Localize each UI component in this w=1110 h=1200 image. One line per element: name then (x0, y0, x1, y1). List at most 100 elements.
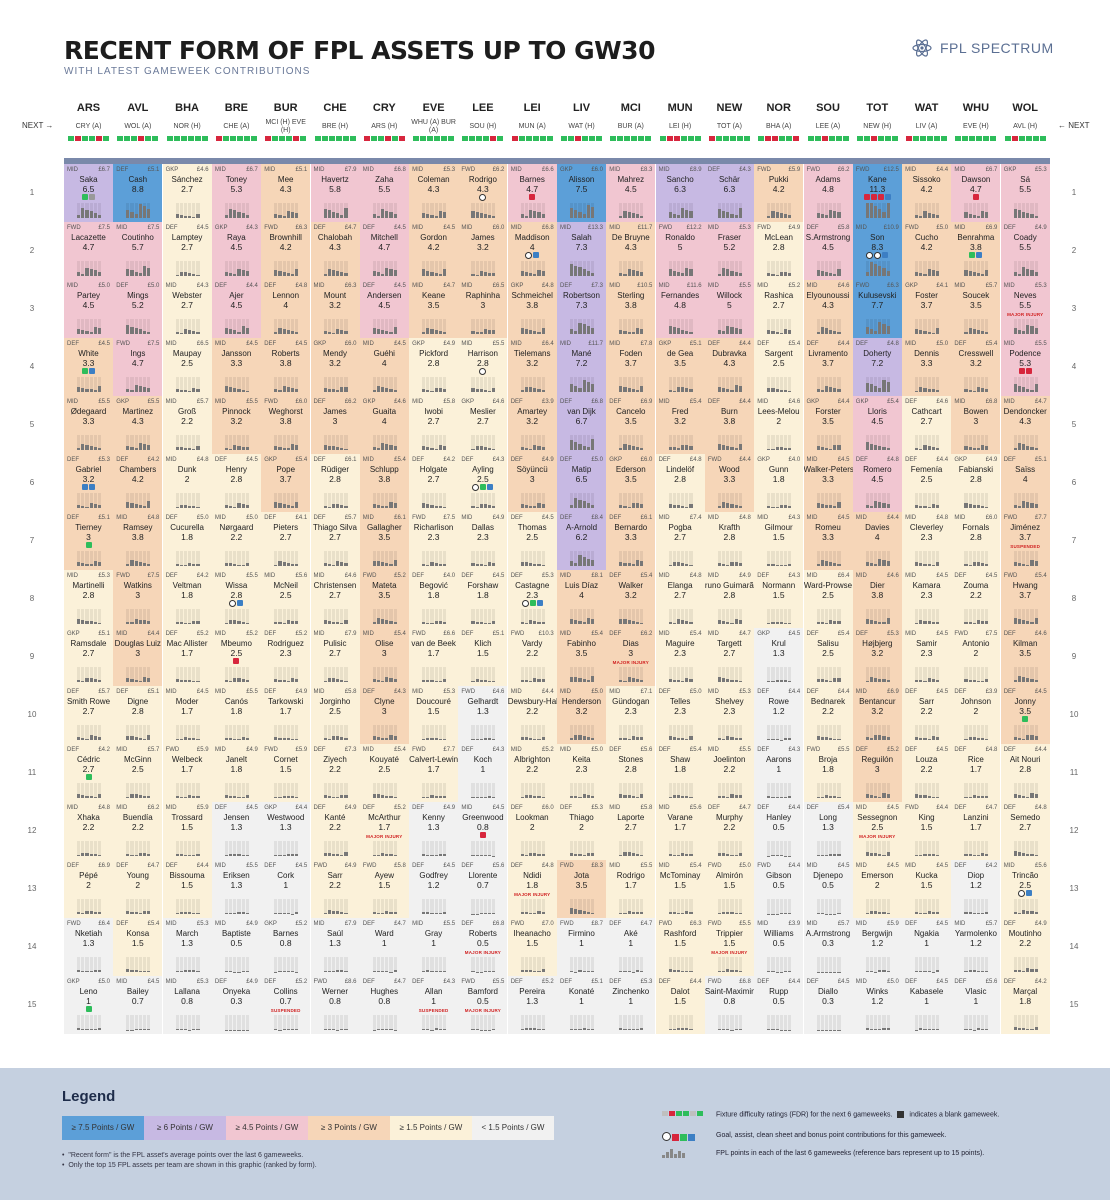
player-price: £12.2 (686, 225, 702, 231)
reference-bar (1026, 493, 1030, 508)
player-price: £4.5 (936, 573, 949, 579)
player-position: DEF (905, 399, 918, 405)
reference-bar (290, 261, 295, 276)
gw-points-bar (981, 444, 985, 450)
gw-points-bar (586, 795, 590, 798)
gw-points-bar (274, 502, 278, 508)
player-cell: MID £5.4 McTominay 1.5 (655, 860, 705, 918)
reference-bar (438, 551, 442, 566)
reference-bar (274, 493, 278, 508)
reference-bar (919, 667, 923, 682)
gw-points-bar (586, 617, 590, 624)
gw-points-bar (927, 854, 931, 856)
reference-bar (689, 493, 693, 508)
player-form: 1 (776, 764, 782, 774)
player-form: 2.7 (82, 648, 95, 658)
player-position: DEF (806, 341, 819, 347)
reference-bar (471, 377, 475, 392)
player-position: MID (658, 863, 670, 869)
player-name: Fernandes (660, 291, 700, 300)
reference-bar (676, 667, 681, 682)
gw-points-bar (529, 563, 533, 566)
reference-bar (627, 899, 631, 914)
gw-points-bar (915, 679, 919, 682)
gw-points-bar (381, 680, 385, 682)
last-6-gw-bars (915, 609, 940, 624)
reference-bar (475, 493, 479, 508)
player-cell: DEF £4.5 Sarr 2.2 (902, 686, 952, 744)
gw-points-bar (837, 854, 841, 856)
gw-points-bar (824, 328, 829, 334)
gw-points-bar (672, 213, 676, 218)
gw-points-bar (97, 386, 102, 392)
reference-bar (722, 783, 726, 798)
reference-bar (130, 261, 134, 276)
gw-points-bar (1013, 912, 1017, 914)
reference-bar (582, 725, 586, 740)
reference-bar (138, 667, 142, 682)
player-form: 2.7 (674, 532, 686, 542)
last-6-gw-bars (964, 725, 989, 740)
reference-bar (833, 725, 837, 740)
reference-bar (631, 203, 635, 218)
last-6-gw-bars (520, 203, 545, 218)
gw-points-bar (426, 270, 430, 276)
gw-points-bar (915, 562, 919, 566)
gw-points-bar (471, 738, 475, 740)
reference-bar (623, 725, 627, 740)
reference-bar (196, 261, 200, 276)
gw-points-bar (631, 269, 635, 276)
reference-bar (968, 783, 972, 798)
reference-bar (820, 435, 824, 450)
gw-points-bar (295, 331, 299, 334)
reference-bar (77, 667, 81, 682)
reference-bar (134, 667, 138, 682)
reference-bar (492, 319, 496, 334)
gw-points-bar (1026, 564, 1030, 566)
player-price: £6.7 (98, 167, 110, 173)
gw-points-bar (138, 204, 142, 218)
player-name: Pope (276, 465, 296, 474)
player-form: 3.3 (82, 358, 95, 368)
gw-points-bar (81, 207, 85, 218)
fdr-cell (617, 136, 624, 141)
gw-points-bar (483, 622, 488, 624)
last-6-gw-bars (126, 783, 151, 798)
player-form: 2.2 (526, 648, 539, 658)
reference-bar (1022, 261, 1026, 276)
last-6-gw-bars (520, 551, 545, 566)
player-name: Godfrey (419, 871, 448, 880)
reference-bar (681, 609, 685, 624)
reference-bar (422, 435, 426, 450)
gw-points-bar (237, 796, 241, 798)
gw-points-bar (479, 564, 483, 566)
gw-points-bar (237, 445, 241, 450)
gw-points-bar (93, 560, 97, 566)
gw-points-bar (529, 737, 533, 740)
player-cell: DEF £4.4 Livramento 3.7 (803, 338, 853, 396)
gw-points-bar (89, 502, 93, 508)
gw-points-bar (488, 447, 492, 450)
reference-bar (520, 203, 524, 218)
gw-points-bar (229, 505, 233, 508)
reference-bar (147, 493, 151, 508)
reference-bar (331, 899, 336, 914)
reference-bar (919, 319, 923, 334)
player-price: £5.0 (246, 515, 258, 521)
player-price: £4.8 (689, 457, 702, 463)
reference-bar (619, 551, 623, 566)
reference-bar (816, 609, 820, 624)
player-cell: DEF £4.6 Cathcart 2.7 (902, 396, 952, 454)
gw-points-bar (676, 737, 681, 740)
gw-points-bar (179, 911, 183, 914)
player-form: 3.7 (920, 300, 933, 310)
player-position: MID (707, 747, 719, 753)
gw-points-bar (475, 563, 479, 566)
gw-points-bar (385, 506, 389, 508)
reference-bar (142, 203, 147, 218)
reference-bar (529, 435, 533, 450)
reference-bar (985, 609, 989, 624)
last-6-gw-bars (816, 319, 841, 334)
player-form: 1.3 (230, 822, 243, 832)
gw-points-bar (97, 561, 102, 566)
